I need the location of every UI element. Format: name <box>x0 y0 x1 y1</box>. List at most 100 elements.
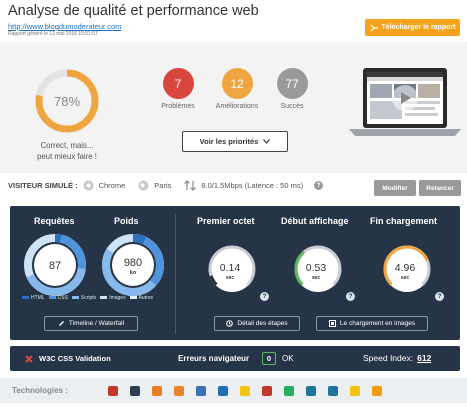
improvements-label: Améliorations <box>215 103 259 110</box>
weight-donut: 980 ko <box>102 234 164 296</box>
yellow-square-icon[interactable] <box>350 386 360 396</box>
legend-others-label: Autres <box>138 295 154 301</box>
steps-detail-label: Détail des étapes <box>237 320 288 327</box>
weight-value: 980 <box>124 257 142 269</box>
fully-loaded-title: Fin chargement <box>370 216 438 226</box>
globe-icon <box>138 180 149 191</box>
visitor-label: VISITEUR SIMULÉ : <box>8 181 78 190</box>
successes-count: 77 <box>276 68 308 99</box>
loading-images-button[interactable]: Le chargement en images <box>316 316 428 331</box>
visitor-browser: Chrome <box>98 181 126 190</box>
score-arc <box>35 69 99 133</box>
start-render-arc <box>294 245 342 293</box>
status-bar <box>10 346 460 371</box>
red-square-icon[interactable] <box>262 386 272 396</box>
first-byte-title: Premier octet <box>197 216 255 226</box>
legend-item-css: CSS <box>48 295 68 301</box>
legend-item-others: Autres <box>129 295 154 301</box>
first-byte-arc <box>208 245 256 293</box>
yellow-cube-icon[interactable] <box>240 386 250 396</box>
page-preview-screenshot[interactable] <box>349 68 461 138</box>
speed-index-value[interactable]: 612 <box>417 353 432 363</box>
problems-label: Problèmes <box>161 103 195 110</box>
download-report-button[interactable]: Télécharger le rapport <box>365 19 460 36</box>
steps-detail-button[interactable]: Détail des étapes <box>214 316 300 331</box>
visitor-location: Paris <box>154 181 172 190</box>
fully-loaded-arc <box>383 245 431 293</box>
chrome-icon <box>83 180 94 191</box>
speed-index-label: Speed Index: <box>363 353 414 363</box>
help-icon[interactable]: ? <box>314 181 324 190</box>
fully-loaded-value: 4.96 <box>395 262 416 274</box>
score-verdict-line1: Correct, mais... <box>40 141 94 150</box>
start-render-help-icon[interactable]: ? <box>346 292 355 301</box>
rerun-button[interactable]: Relancer <box>419 180 461 196</box>
download-report-label: Télécharger le rapport <box>381 24 456 31</box>
css-validation-label[interactable]: W3C CSS Validation <box>39 354 111 363</box>
legend-item-html: HTML <box>22 295 45 301</box>
up-down-arrows-icon <box>184 180 197 191</box>
first-byte-value: 0.14 <box>220 262 241 274</box>
view-priorities-button[interactable]: Voir les priorités <box>182 131 288 152</box>
legend-html-label: HTML <box>31 295 45 301</box>
legend-images-label: Images <box>109 295 126 301</box>
fully-loaded-help-icon[interactable]: ? <box>435 292 444 301</box>
timeline-waterfall-button[interactable]: Timeline / Waterfall <box>44 316 138 331</box>
bracket-n-icon[interactable] <box>130 386 140 396</box>
feather-icon[interactable] <box>152 386 162 396</box>
start-render-gauge: 0.53 sec <box>294 245 342 293</box>
requests-donut: 87 <box>24 234 86 296</box>
improvements-count: 12 <box>221 68 253 99</box>
panel-divider <box>175 214 176 334</box>
requests-title: Requêtes <box>34 216 75 226</box>
analyzed-url-link[interactable]: http://www.blogdumoderateur.com <box>8 22 122 31</box>
legend-item-images: Images <box>100 295 126 301</box>
fully-loaded-gauge: 4.96 sec <box>383 245 431 293</box>
modify-button[interactable]: Modifier <box>374 180 416 196</box>
download-icon <box>370 24 378 31</box>
clock-icon <box>226 320 234 327</box>
requests-value: 87 <box>49 260 61 272</box>
successes-label: Succès <box>280 103 304 110</box>
problems-count: 7 <box>162 68 194 99</box>
chevron-down-icon <box>263 139 271 144</box>
legend-css-label: CSS <box>57 295 68 301</box>
green-square-icon[interactable] <box>284 386 294 396</box>
orange-square-icon[interactable] <box>174 386 184 396</box>
content-type-legend: HTML CSS Scripts Images Autres <box>22 295 153 301</box>
weight-title: Poids <box>114 216 139 226</box>
technologies-label: Technologies : <box>12 386 68 395</box>
score-verdict-line2: peut mieux faire ! <box>37 152 97 161</box>
loading-images-label: Le chargement en images <box>339 320 416 327</box>
visitor-connection: 8.0/1.5Mbps (Latence : 50 ms) <box>201 181 304 190</box>
blue-square-icon[interactable] <box>196 386 206 396</box>
speed-index: Speed Index: 612 <box>363 353 431 363</box>
score-gauge: 78% <box>35 69 99 133</box>
first-byte-unit: sec <box>226 275 235 281</box>
successes-summary[interactable]: 77 Succès <box>260 68 324 110</box>
start-render-unit: sec <box>312 275 321 281</box>
technologies-bar <box>0 378 467 403</box>
first-byte-help-icon[interactable]: ? <box>260 292 269 301</box>
technologies-icons <box>108 386 382 396</box>
first-byte-gauge: 0.14 sec <box>208 245 256 293</box>
weight-unit: ko <box>130 270 137 276</box>
view-priorities-label: Voir les priorités <box>199 137 259 146</box>
browser-errors-status: OK <box>282 354 294 363</box>
page-title: Analyse de qualité et performance web <box>8 3 259 19</box>
css-fail-icon <box>25 355 33 363</box>
legend-item-scripts: Scripts <box>71 295 96 301</box>
wordpress-icon[interactable] <box>306 386 316 396</box>
browser-errors-label: Erreurs navigateur <box>178 354 250 363</box>
start-render-value: 0.53 <box>306 262 327 274</box>
film-icon <box>328 320 336 327</box>
v-icon[interactable] <box>218 386 228 396</box>
wordpress-icon-2[interactable] <box>328 386 338 396</box>
hexagon-icon[interactable] <box>372 386 382 396</box>
fully-loaded-unit: sec <box>401 275 410 281</box>
improvements-summary[interactable]: 12 Améliorations <box>205 68 269 110</box>
paper-plane-icon[interactable] <box>108 386 118 396</box>
simulated-visitor-row: VISITEUR SIMULÉ : Chrome Paris 8.0/1.5Mb… <box>8 180 324 191</box>
timeline-waterfall-label: Timeline / Waterfall <box>68 320 125 327</box>
problems-summary[interactable]: 7 Problèmes <box>146 68 210 110</box>
